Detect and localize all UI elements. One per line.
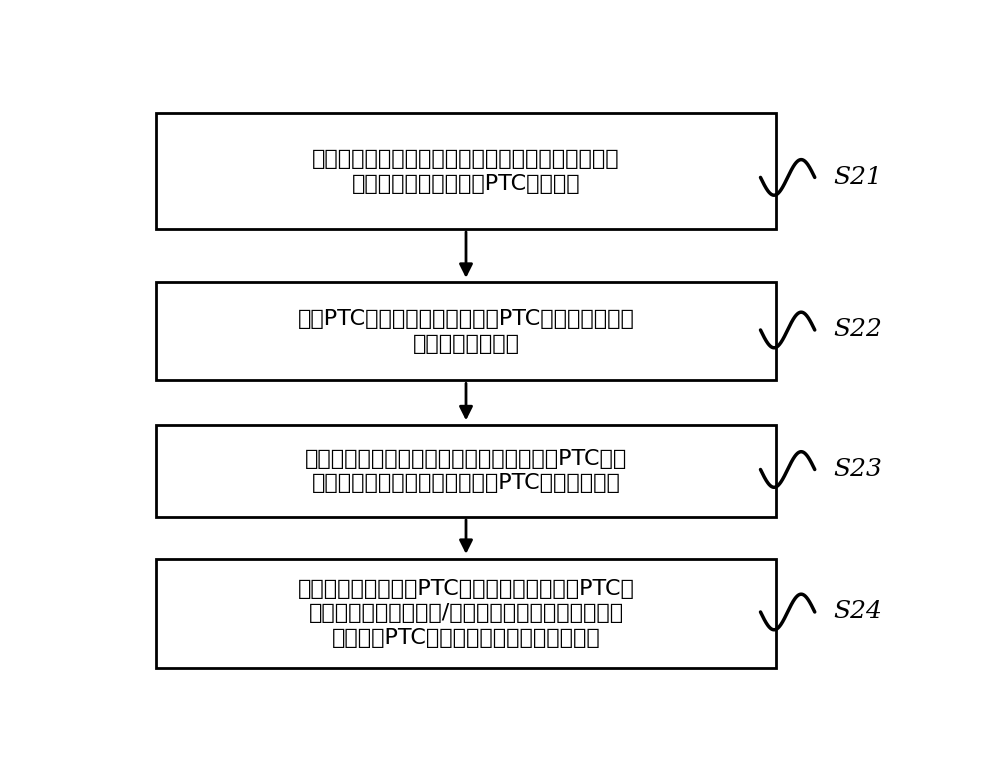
Text: 启动PTC电加热器后，保持当前PTC电加热器的开启: 启动PTC电加热器后，保持当前PTC电加热器的开启 [298,309,634,329]
FancyBboxPatch shape [156,113,776,229]
Text: S23: S23 [833,458,882,481]
Text: S22: S22 [833,318,882,342]
FancyBboxPatch shape [156,425,776,517]
FancyBboxPatch shape [156,282,776,380]
Text: S24: S24 [833,601,882,624]
Text: 用户有制热需求，启动PTC电加热器: 用户有制热需求，启动PTC电加热器 [352,173,580,194]
Text: 加热器的工作状态，和/或，直流变频风机的出风量，: 加热器的工作状态，和/或，直流变频风机的出风量， [308,604,624,624]
Text: S21: S21 [833,166,882,189]
Text: 状态第三预设时长: 状态第三预设时长 [413,334,520,354]
Text: 热器所在环境的回风风速，及，PTC发热单元温度: 热器所在环境的回风风速，及，PTC发热单元温度 [312,473,620,493]
Text: 若所在环境的回风温度小于目标制热回风温度，确定: 若所在环境的回风温度小于目标制热回风温度，确定 [312,149,620,169]
Text: 进而控制PTC电加热器所在环境的回风温度: 进而控制PTC电加热器所在环境的回风温度 [332,628,600,648]
Text: 第三预设时长后，每隔第四预设时长，检测PTC电加: 第三预设时长后，每隔第四预设时长，检测PTC电加 [305,449,627,469]
FancyBboxPatch shape [156,558,776,668]
Text: 根据所述回风风速及PTC发热单元温度，控制PTC电: 根据所述回风风速及PTC发热单元温度，控制PTC电 [298,578,634,598]
